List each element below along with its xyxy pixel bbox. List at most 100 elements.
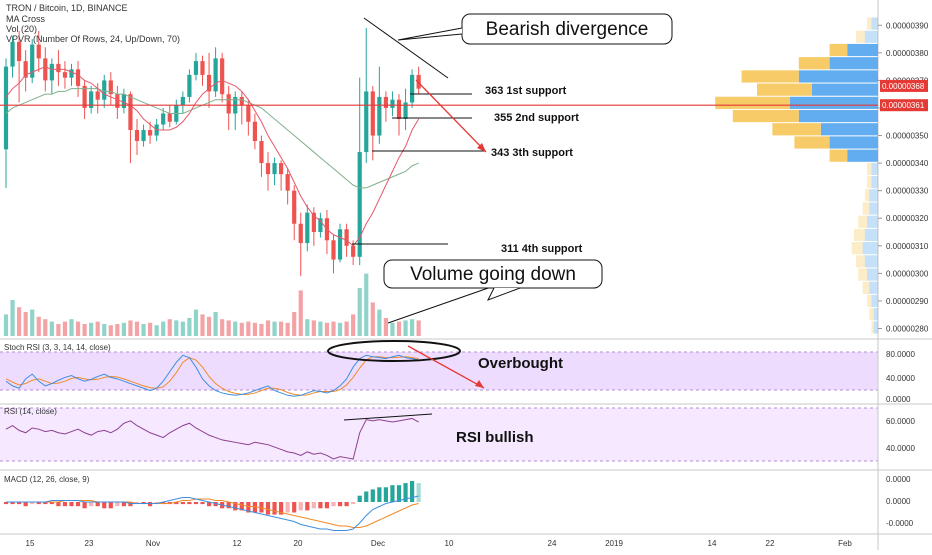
candles [3, 28, 421, 277]
candle [213, 47, 218, 97]
stoch-tick-0: 0.0000 [886, 395, 911, 404]
stoch-k-line [5, 354, 419, 397]
volume-trend-line [387, 285, 495, 324]
candle-body [49, 63, 54, 81]
volume-bar [259, 324, 264, 336]
candle-body [292, 190, 297, 224]
price-tick-label: 0.00000320 [886, 214, 929, 223]
macd-hist-bar [351, 502, 356, 505]
vpvr-up-bar [867, 215, 878, 228]
vpvr-down-bar [741, 70, 799, 83]
candle-body [102, 80, 107, 100]
vpvr-down-bar [862, 202, 870, 215]
volume-bar [364, 273, 369, 336]
candle-body [383, 96, 388, 108]
macd-hist-bar [344, 502, 349, 507]
candle [259, 135, 264, 177]
candle-body [331, 240, 336, 260]
macd-hist-bar [311, 502, 316, 509]
macd-hist-bar [128, 502, 133, 507]
vpvr-up-bar [798, 109, 878, 123]
candle [233, 91, 238, 131]
candle-body [206, 74, 212, 92]
volume-bar [17, 307, 22, 336]
candle-body [95, 91, 100, 100]
vpvr-down-bar [867, 17, 872, 30]
stoch-tick-40: 40.0000 [886, 374, 915, 383]
price-tag-line: 0.00000361 [880, 99, 928, 112]
candle [206, 52, 212, 108]
volume-bar [36, 316, 41, 336]
candle-body [220, 58, 225, 95]
candle [285, 168, 290, 205]
vpvr-up-bar [820, 123, 878, 136]
candle [357, 77, 362, 266]
volume-bar [108, 325, 113, 336]
vpvr-up-bar [869, 281, 878, 294]
candle-body [17, 41, 22, 62]
support-label-4: 311 4th support [501, 243, 583, 255]
volume-bar [148, 322, 153, 336]
macd-hist-bar [226, 502, 231, 509]
candle [193, 52, 199, 81]
price-tick-label: 0.00000340 [886, 159, 929, 168]
candle-body [89, 91, 94, 108]
vpvr-down-bar [856, 255, 865, 268]
candle [134, 118, 140, 155]
price-tick-label: 0.00000330 [886, 187, 929, 196]
volume-bar [390, 322, 395, 336]
candle [331, 234, 336, 274]
candle-body [416, 74, 421, 89]
volume-bar [30, 309, 35, 336]
candle [311, 207, 316, 246]
vpvr-up-bar [812, 83, 878, 96]
time-tick-label: 14 [708, 539, 717, 548]
volume-bar [285, 322, 290, 336]
volume-bar [89, 322, 94, 336]
macd-hist-bar [115, 502, 120, 507]
bearish-callout: Bearish divergence [397, 13, 673, 45]
macd-hist-bar [403, 483, 408, 502]
macd-hist-bar [357, 495, 362, 502]
vpvr-down-bar [864, 189, 870, 202]
candle [36, 30, 41, 73]
vpvr-down-bar [867, 162, 872, 175]
price-tag-high-text: 0.00000368 [882, 82, 925, 91]
vpvr-up-bar [862, 242, 878, 255]
volume-bar [416, 320, 421, 336]
stoch-tick-80: 80.0000 [886, 350, 915, 359]
candle-body [23, 61, 28, 78]
candle-body [318, 218, 323, 233]
candle-body [148, 130, 153, 136]
macd-hist-bar [43, 502, 48, 505]
candle-body [272, 163, 277, 175]
candle [148, 121, 153, 144]
candle [174, 99, 179, 125]
candle-body [167, 113, 172, 122]
macd-hist-bar [331, 502, 336, 507]
candle [239, 91, 244, 125]
ma-fast-line [5, 66, 420, 247]
overbought-ellipse [327, 340, 461, 362]
vpvr-up-bar [871, 162, 878, 175]
vpvr-down-bar [858, 268, 867, 281]
vpvr-down-bar [871, 321, 874, 334]
volume-bar [298, 290, 303, 336]
volume-bar [141, 324, 146, 336]
volume-bar [226, 320, 231, 336]
candle-body [36, 44, 41, 59]
price-tick-label: 0.00000290 [886, 297, 929, 306]
candle-body [43, 58, 48, 81]
volume-bar [220, 319, 225, 336]
candle-body [226, 94, 231, 114]
chart-title: TRON / Bitcoin, 1D, BINANCE [6, 3, 128, 13]
price-tick-label: 0.00000380 [886, 49, 929, 58]
macd-hist-bar [292, 502, 297, 513]
macd-hist-bar [23, 502, 28, 507]
vpvr-up-bar [873, 308, 878, 321]
vpvr-down-bar [867, 176, 872, 189]
candle [364, 28, 369, 164]
candle-body [128, 94, 133, 131]
vpvr-up-bar [847, 43, 878, 57]
volume-bar [206, 316, 212, 336]
